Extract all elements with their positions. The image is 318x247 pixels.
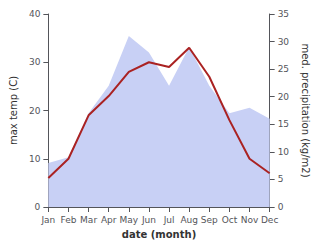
svg-text:Jun: Jun <box>141 215 156 225</box>
svg-text:Jul: Jul <box>163 215 175 225</box>
svg-text:max temp (C): max temp (C) <box>8 76 19 145</box>
svg-text:Oct: Oct <box>222 215 238 225</box>
svg-text:Apr: Apr <box>101 215 117 225</box>
svg-text:20: 20 <box>29 106 41 116</box>
svg-text:0: 0 <box>278 202 284 212</box>
svg-text:30: 30 <box>278 37 290 47</box>
svg-text:May: May <box>120 215 139 225</box>
svg-text:10: 10 <box>29 154 41 164</box>
svg-text:Aug: Aug <box>180 215 198 225</box>
svg-text:30: 30 <box>29 57 41 67</box>
svg-text:Feb: Feb <box>61 215 77 225</box>
svg-text:Nov: Nov <box>241 215 259 225</box>
svg-text:20: 20 <box>278 92 290 102</box>
svg-text:Mar: Mar <box>80 215 97 225</box>
svg-text:med. precipitation (kg/m2): med. precipitation (kg/m2) <box>300 43 311 177</box>
svg-text:Dec: Dec <box>261 215 278 225</box>
svg-text:Jan: Jan <box>40 215 55 225</box>
svg-text:25: 25 <box>278 64 289 74</box>
svg-text:Sep: Sep <box>201 215 218 225</box>
svg-text:15: 15 <box>278 119 289 129</box>
svg-text:10: 10 <box>278 147 290 157</box>
svg-text:date (month): date (month) <box>122 229 196 240</box>
svg-text:0: 0 <box>35 202 41 212</box>
svg-text:40: 40 <box>29 9 41 19</box>
svg-text:5: 5 <box>278 174 284 184</box>
svg-text:35: 35 <box>278 9 289 19</box>
